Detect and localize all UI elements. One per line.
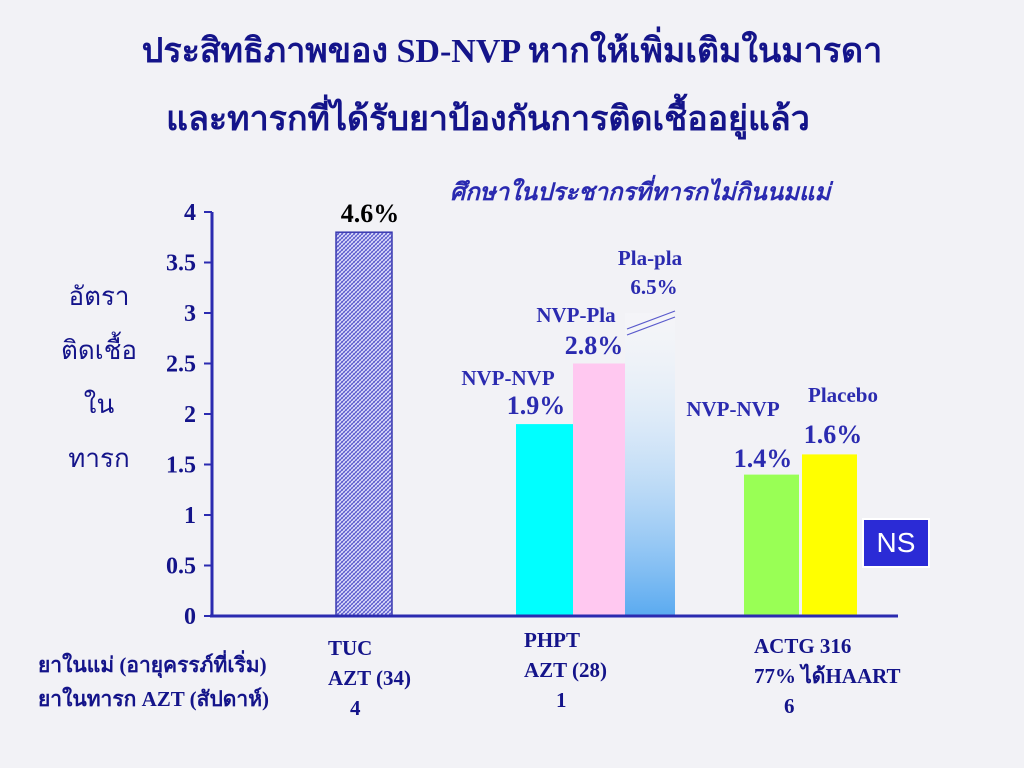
subtitle: ศึกษาในประชากรที่ทารกไม่กินนมแม่ — [450, 180, 831, 206]
bar-5 — [802, 454, 857, 616]
y-tick-label: 0.5 — [166, 554, 196, 580]
study-tuc: TUC AZT (34) 4 — [328, 633, 411, 723]
title-line-2: และทารกที่ได้รับยาป้องกันการติดเชื้ออยู่… — [166, 101, 810, 138]
study-phpt: PHPT AZT (28) 1 — [524, 625, 607, 715]
y-tick-label: 0 — [184, 604, 196, 630]
regimen-legend-infant: ยาในทารก AZT (สัปดาห์) — [38, 687, 270, 711]
study-infant-regimen: 4 — [350, 696, 361, 720]
study-maternal-regimen: AZT (34) — [328, 666, 412, 690]
y-tick-label: 3 — [184, 301, 196, 327]
bar-value-label: 1.6% — [804, 420, 863, 449]
study-maternal-regimen: 77% ได้HAART — [754, 664, 901, 688]
bar-break-mark — [626, 310, 676, 330]
ns-badge: NS — [862, 518, 930, 568]
study-maternal-regimen: AZT (28) — [524, 658, 608, 682]
bar-3 — [625, 313, 675, 616]
bar-series-label: Pla-pla — [618, 246, 683, 270]
y-tick-label: 2.5 — [166, 352, 196, 378]
y-axis-label-line: ทารก — [68, 444, 130, 473]
study-name: PHPT — [524, 628, 580, 652]
bar-0 — [335, 231, 393, 617]
bar-4 — [744, 474, 799, 616]
y-axis-label-line: อัตรา — [68, 282, 130, 311]
bar-series-label: NVP-NVP — [461, 366, 554, 390]
y-tick-label: 2 — [184, 402, 196, 428]
y-tick-label: 4 — [184, 200, 196, 226]
y-tick-label: 3.5 — [166, 251, 196, 277]
y-tick-label: 1 — [184, 503, 196, 529]
bar-value-label: 1.4% — [734, 444, 793, 473]
bar-break-mark — [626, 316, 676, 336]
title-line-1: ประสิทธิภาพของ SD-NVP หากให้เพิ่มเติมในม… — [141, 33, 883, 70]
bar-2 — [573, 363, 625, 616]
bar-value-label: 1.9% — [507, 391, 566, 420]
y-axis-label-line: ใน — [83, 390, 115, 419]
bar-series-label: Placebo — [808, 383, 878, 407]
bar-value-label: 4.6% — [341, 199, 400, 228]
y-tick-label: 1.5 — [166, 453, 196, 479]
bar-value-label: 6.5% — [630, 275, 677, 299]
study-name: ACTG 316 — [754, 634, 852, 658]
regimen-legend-mother: ยาในแม่ (อายุครรภ์ที่เริ่ม) — [38, 653, 267, 677]
study-infant-regimen: 1 — [556, 688, 567, 712]
bar-series-label: NVP-NVP — [686, 397, 779, 421]
bar-series-label: NVP-Pla — [536, 303, 616, 327]
study-infant-regimen: 6 — [784, 694, 795, 718]
study-name: TUC — [328, 636, 373, 660]
study-actg316: ACTG 316 77% ได้HAART 6 — [754, 631, 901, 721]
y-axis-label-line: ติดเชื้อ — [61, 336, 137, 365]
regimen-legend: ยาในแม่ (อายุครรภ์ที่เริ่ม) ยาในทารก AZT… — [38, 648, 269, 716]
bar-1 — [516, 424, 573, 616]
y-axis-label: อัตรา ติดเชื้อ ใน ทารก — [40, 270, 158, 486]
bar-value-label: 2.8% — [565, 331, 624, 360]
